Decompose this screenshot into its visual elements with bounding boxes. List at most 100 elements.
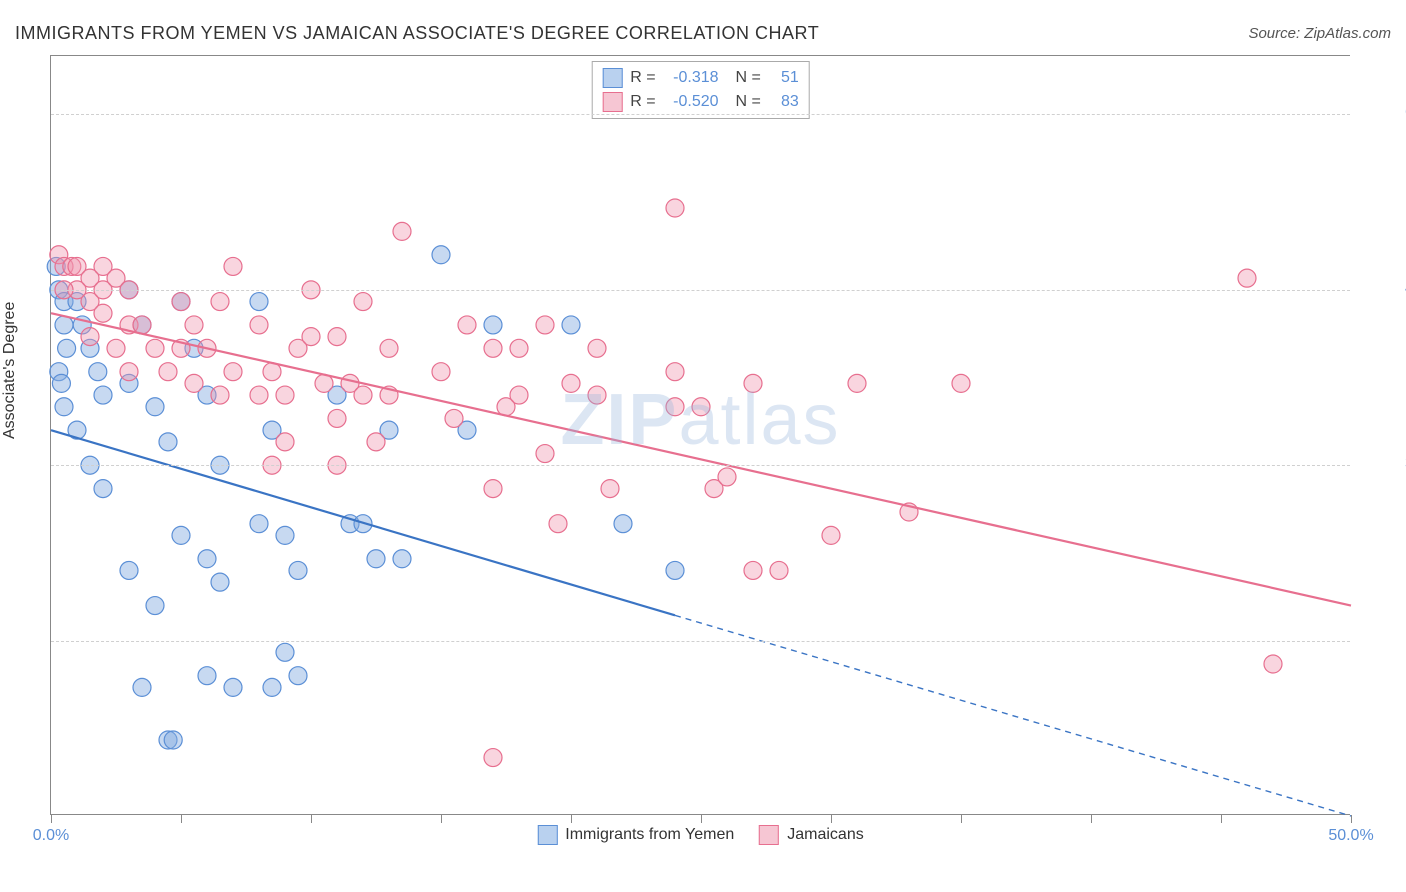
scatter-point-yemen [198,550,216,568]
legend-item-jamaicans: Jamaicans [759,825,863,845]
scatter-point-jamaicans [380,339,398,357]
scatter-point-jamaicans [770,561,788,579]
x-tick [701,815,702,823]
x-tick [1221,815,1222,823]
scatter-point-yemen [263,678,281,696]
scatter-plot-svg [51,56,1350,815]
scatter-point-yemen [172,526,190,544]
gridline [51,465,1350,466]
legend-n-label: N = [727,93,761,111]
scatter-point-jamaicans [250,316,268,334]
legend-r-value: -0.318 [664,69,719,87]
scatter-point-jamaicans [484,339,502,357]
legend-n-label: N = [727,69,761,87]
gridline [51,114,1350,115]
scatter-point-yemen [614,515,632,533]
scatter-point-jamaicans [224,257,242,275]
scatter-point-jamaicans [393,222,411,240]
scatter-point-yemen [164,731,182,749]
scatter-point-yemen [133,678,151,696]
scatter-point-yemen [289,561,307,579]
chart-title: IMMIGRANTS FROM YEMEN VS JAMAICAN ASSOCI… [15,23,819,44]
scatter-point-jamaicans [952,374,970,392]
scatter-point-jamaicans [159,363,177,381]
scatter-point-jamaicans [185,316,203,334]
scatter-point-yemen [250,293,268,311]
scatter-point-jamaicans [81,328,99,346]
x-tick [1091,815,1092,823]
scatter-point-jamaicans [666,363,684,381]
trendline-yemen [51,430,675,615]
scatter-point-jamaicans [549,515,567,533]
scatter-point-yemen [120,561,138,579]
gridline [51,290,1350,291]
scatter-point-yemen [94,480,112,498]
scatter-point-jamaicans [328,409,346,427]
scatter-point-jamaicans [120,363,138,381]
legend-swatch [602,68,622,88]
legend-swatch [537,825,557,845]
scatter-point-jamaicans [276,433,294,451]
x-tick [571,815,572,823]
scatter-point-yemen [146,597,164,615]
scatter-point-yemen [276,643,294,661]
scatter-point-jamaicans [744,561,762,579]
scatter-point-yemen [562,316,580,334]
trendline-jamaicans [51,313,1351,605]
legend-n-value: 51 [769,69,799,87]
scatter-point-yemen [666,561,684,579]
legend-label: Jamaicans [787,826,863,844]
scatter-point-jamaicans [848,374,866,392]
scatter-point-jamaicans [510,339,528,357]
legend-stat-row-jamaicans: R =-0.520 N =83 [602,90,799,114]
legend-swatch [602,92,622,112]
scatter-point-yemen [94,386,112,404]
scatter-point-jamaicans [484,480,502,498]
scatter-point-jamaicans [588,339,606,357]
legend-stats-box: R =-0.318 N =51R =-0.520 N =83 [591,61,810,119]
scatter-point-jamaicans [692,398,710,416]
legend-n-value: 83 [769,93,799,111]
scatter-point-jamaicans [367,433,385,451]
source-label: Source: ZipAtlas.com [1248,25,1391,42]
scatter-point-jamaicans [211,386,229,404]
x-tick-label: 0.0% [33,827,69,845]
legend-r-label: R = [630,93,655,111]
scatter-point-jamaicans [536,316,554,334]
scatter-point-jamaicans [432,363,450,381]
x-tick [961,815,962,823]
scatter-point-jamaicans [276,386,294,404]
legend-item-yemen: Immigrants from Yemen [537,825,734,845]
scatter-point-jamaicans [822,526,840,544]
scatter-point-yemen [146,398,164,416]
legend-r-label: R = [630,69,655,87]
scatter-point-jamaicans [211,293,229,311]
chart-area: ZIPatlas R =-0.318 N =51R =-0.520 N =83 … [50,55,1350,815]
scatter-point-jamaicans [588,386,606,404]
scatter-point-jamaicans [94,304,112,322]
trendline-extrapolated-yemen [675,615,1351,816]
scatter-point-yemen [89,363,107,381]
x-tick [181,815,182,823]
scatter-point-jamaicans [484,749,502,767]
y-axis-label: Associate's Degree [1,302,19,439]
legend-label: Immigrants from Yemen [565,826,734,844]
x-tick [441,815,442,823]
scatter-point-jamaicans [146,339,164,357]
scatter-point-jamaicans [536,445,554,463]
scatter-point-yemen [393,550,411,568]
scatter-point-jamaicans [510,386,528,404]
scatter-point-yemen [367,550,385,568]
gridline [51,641,1350,642]
scatter-point-jamaicans [1238,269,1256,287]
scatter-point-jamaicans [354,386,372,404]
scatter-point-yemen [198,667,216,685]
scatter-point-jamaicans [172,293,190,311]
x-tick [1351,815,1352,823]
scatter-point-jamaicans [744,374,762,392]
scatter-point-jamaicans [354,293,372,311]
scatter-point-jamaicans [107,339,125,357]
scatter-point-jamaicans [445,409,463,427]
x-tick [311,815,312,823]
scatter-point-yemen [211,573,229,591]
